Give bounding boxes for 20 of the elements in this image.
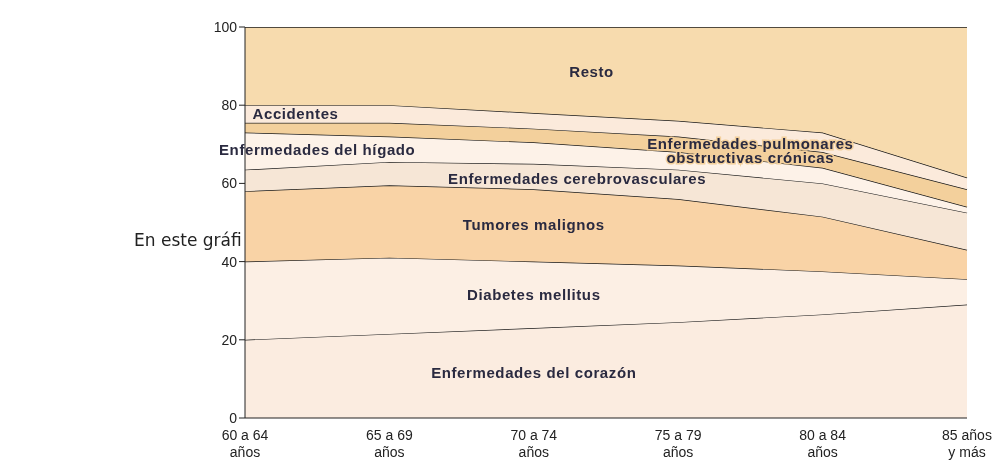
y-tick-label: 60 [221, 175, 238, 192]
text: En este gráfi [134, 230, 242, 250]
x-tick-label: 80 a 84 años [799, 427, 847, 460]
y-tick-label: 80 [221, 97, 238, 114]
series-label: Tumores malignos [462, 216, 605, 234]
x-tick-label: 60 a 64 años [221, 427, 269, 460]
x-tick-label: 75 a 79 años [654, 427, 702, 460]
x-tick-label: 65 a 69 años [366, 427, 413, 460]
x-tick-label: 70 a 74 años [510, 427, 558, 460]
y-tick-label: 100 [213, 18, 238, 35]
series-label: Accidentes [252, 105, 339, 122]
series-label: Resto [569, 62, 614, 80]
series-label: Enfermedades del corazón [431, 364, 637, 382]
series-label: Enfermedades del hígado [219, 141, 416, 159]
y-tick-label: 40 [221, 253, 238, 270]
series-label: Diabetes mellitus [467, 285, 601, 303]
y-tick-label: 0 [229, 409, 238, 426]
y-tick-label: 20 [221, 331, 238, 348]
x-tick-label: 85 años y más [942, 427, 992, 460]
series-label: Enfermedades cerebrovasculares [448, 169, 707, 187]
